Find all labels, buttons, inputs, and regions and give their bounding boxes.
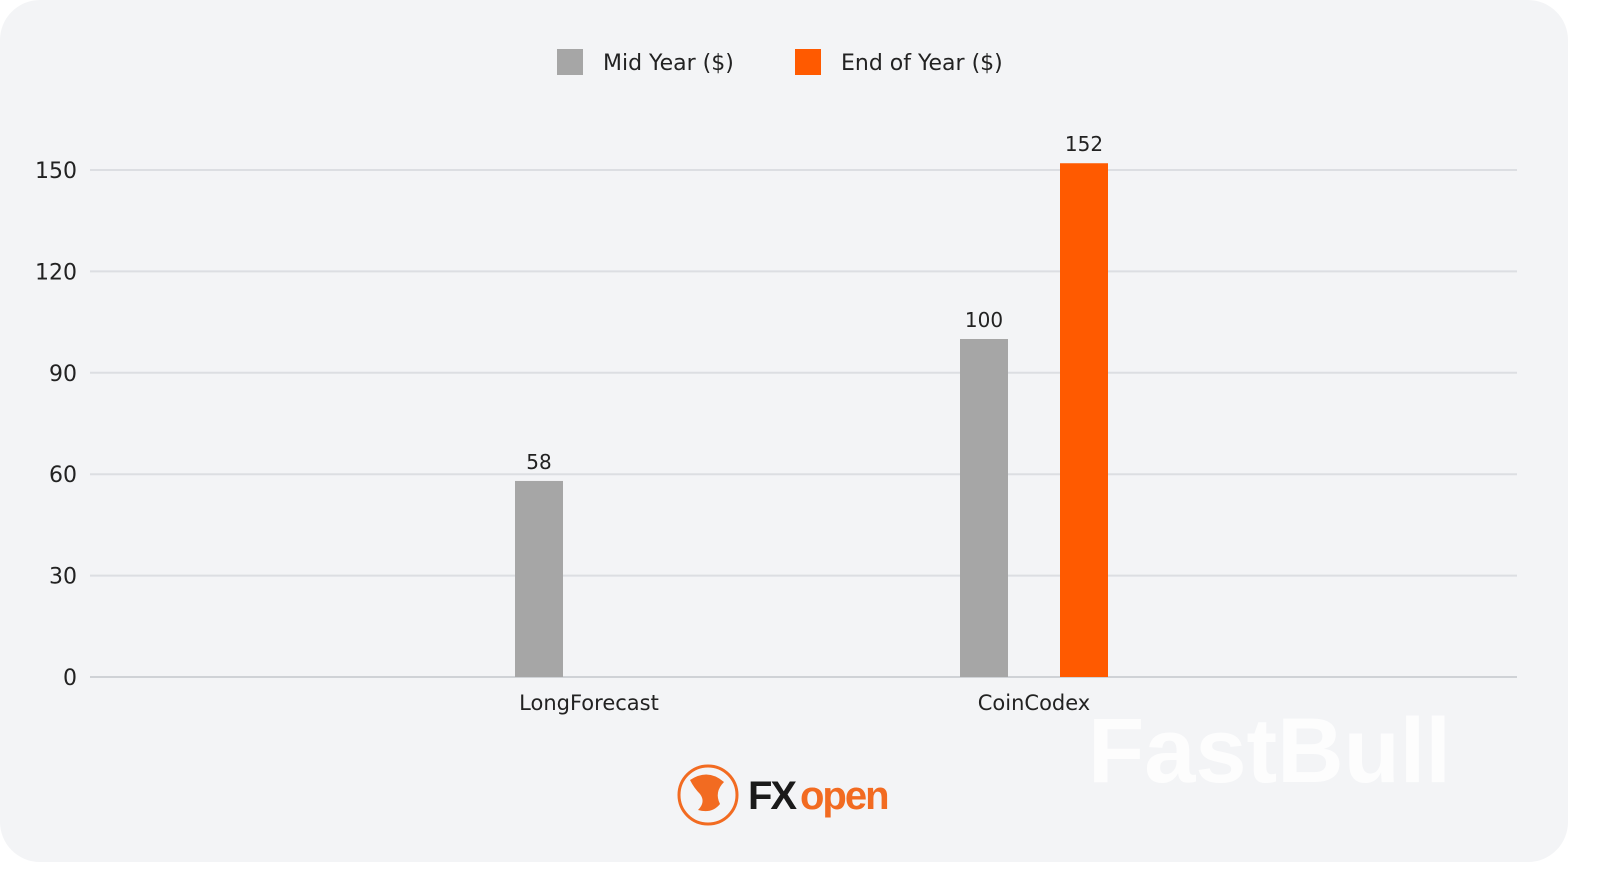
- legend: Mid Year ($) End of Year ($): [557, 49, 1003, 76]
- fastbull-watermark: FastBull: [1088, 700, 1451, 802]
- y-tick-label: 120: [35, 260, 77, 285]
- x-axis-labels: LongForecast CoinCodex: [519, 691, 1090, 715]
- y-tick-label: 30: [49, 565, 77, 590]
- bull-emblem-icon: [677, 764, 739, 826]
- legend-label: Mid Year ($): [603, 51, 734, 76]
- data-label: 152: [1065, 132, 1103, 156]
- gridlines: [90, 169, 1517, 678]
- bars: 58 100 152: [515, 132, 1108, 678]
- bar-mid-year: [515, 480, 563, 677]
- y-tick-label: 0: [63, 666, 77, 691]
- logo-open-text: open: [800, 774, 888, 818]
- x-tick-label: LongForecast: [519, 691, 659, 715]
- legend-label: End of Year ($): [841, 51, 1003, 76]
- data-label: 58: [526, 450, 551, 474]
- y-tick-label: 150: [35, 159, 77, 184]
- logo-fx-text: FX: [748, 774, 797, 818]
- bar-end-of-year: [1060, 163, 1108, 678]
- bar-mid-year: [960, 339, 1008, 677]
- y-tick-label: 60: [49, 463, 77, 488]
- bull-head-icon: [690, 774, 724, 812]
- x-tick-label: CoinCodex: [978, 691, 1090, 715]
- chart-card: [0, 0, 1568, 862]
- y-axis-ticks: 0 30 60 90 120 150: [35, 159, 77, 691]
- fxopen-logo: FX open: [677, 764, 890, 826]
- data-label: 100: [965, 308, 1003, 332]
- legend-swatch: [557, 49, 583, 75]
- y-tick-label: 90: [49, 362, 77, 387]
- legend-swatch: [795, 49, 821, 75]
